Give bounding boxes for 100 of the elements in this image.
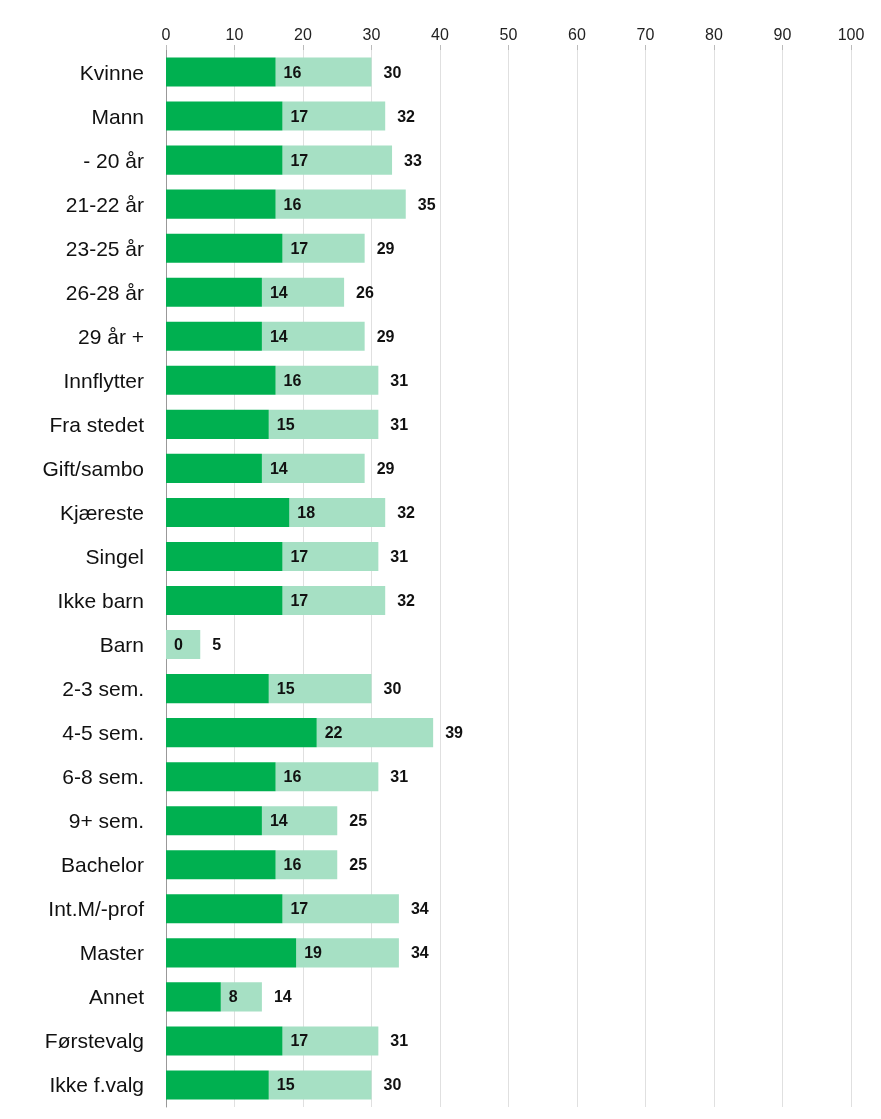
data-label: 14 <box>269 283 288 301</box>
data-label: 0 <box>174 636 183 654</box>
bar <box>282 585 386 616</box>
y-tick-label: Annet <box>89 985 145 1009</box>
data-label: 17 <box>290 107 309 125</box>
bar <box>275 850 338 880</box>
y-tick-label: 2-3 sem. <box>62 677 144 701</box>
y-tick-label: Ikke barn <box>57 589 144 613</box>
total-label: 30 <box>383 63 402 81</box>
total-label: 35 <box>417 195 436 213</box>
total-label: 5 <box>212 636 222 654</box>
data-label: 16 <box>283 371 302 389</box>
total-label: 26 <box>356 283 374 301</box>
x-tick-label: 90 <box>773 25 792 43</box>
data-label: 16 <box>283 195 302 213</box>
y-tick-label: Gift/sambo <box>42 456 144 480</box>
total-label: 31 <box>390 371 409 389</box>
y-tick-label: Fra stedet <box>49 412 145 436</box>
total-label: 34 <box>410 900 429 918</box>
bar <box>261 806 338 836</box>
data-label: 8 <box>228 988 238 1006</box>
y-tick-label: 21-22 år <box>65 192 144 216</box>
bar <box>166 982 221 1012</box>
y-tick-label: 26-28 år <box>65 280 144 304</box>
total-label: 30 <box>383 1076 402 1094</box>
bar <box>282 541 379 572</box>
data-label: 19 <box>304 944 323 962</box>
y-tick-label: - 20 år <box>83 148 144 172</box>
bar <box>166 1026 283 1056</box>
bar <box>166 145 283 175</box>
bar <box>268 409 379 439</box>
data-label: 22 <box>324 724 343 742</box>
bar <box>166 541 283 572</box>
y-tick-label: Singel <box>85 544 144 568</box>
data-label: 14 <box>269 812 288 830</box>
y-tick-label: 6-8 sem. <box>62 765 144 789</box>
data-label: 14 <box>269 459 288 477</box>
y-tick-label: Master <box>79 941 144 965</box>
data-label: 17 <box>290 592 309 610</box>
bar <box>282 894 399 924</box>
data-label: 16 <box>283 63 302 81</box>
x-tick-label: 10 <box>225 25 244 43</box>
total-label: 29 <box>376 327 395 345</box>
bar <box>166 674 269 704</box>
total-label: 31 <box>390 768 409 786</box>
bar <box>282 1026 379 1056</box>
data-label: 16 <box>283 856 302 874</box>
total-label: 39 <box>445 724 464 742</box>
total-label: 32 <box>397 592 416 610</box>
total-label: 34 <box>410 944 429 962</box>
y-tick-label: Int.M/-prof <box>48 897 145 921</box>
y-tick-label: Mann <box>91 104 144 128</box>
x-tick-label: 80 <box>705 25 723 43</box>
bar <box>166 894 283 924</box>
x-tick-label: 20 <box>294 25 312 43</box>
y-tick-label: Førstevalg <box>44 1029 144 1053</box>
data-label: 17 <box>290 900 309 918</box>
bar <box>166 718 317 748</box>
total-label: 29 <box>376 459 395 477</box>
bar <box>282 145 393 175</box>
data-label: 17 <box>290 239 309 257</box>
data-label: 16 <box>283 768 302 786</box>
total-label: 30 <box>383 680 402 698</box>
bar <box>316 718 434 748</box>
y-tick-label: Ikke f.valg <box>49 1073 144 1097</box>
y-tick-label: Kjæreste <box>59 500 144 524</box>
bar <box>275 57 372 87</box>
y-tick-label: Innflytter <box>63 368 144 392</box>
data-label: 17 <box>290 547 309 565</box>
bar <box>268 1070 372 1100</box>
y-tick-label: 29 år + <box>78 324 144 348</box>
data-label: 18 <box>297 503 316 521</box>
bar <box>166 321 262 351</box>
bar <box>261 277 345 307</box>
bar <box>166 57 276 87</box>
total-label: 32 <box>397 503 416 521</box>
total-label: 31 <box>390 1032 409 1050</box>
bar <box>166 453 262 483</box>
total-label: 33 <box>404 151 422 169</box>
data-label: 14 <box>269 327 288 345</box>
data-label: 17 <box>290 1032 309 1050</box>
total-label: 14 <box>273 988 292 1006</box>
x-tick-label: 50 <box>499 25 518 43</box>
bar <box>282 101 386 131</box>
data-label: 15 <box>276 1076 295 1094</box>
bar <box>275 762 379 792</box>
y-tick-label: Bachelor <box>61 853 144 877</box>
total-label: 25 <box>349 856 368 874</box>
bar <box>166 762 276 792</box>
bar <box>282 233 365 263</box>
y-tick-label: 4-5 sem. <box>62 721 144 745</box>
bar <box>166 1070 269 1100</box>
x-tick-label: 60 <box>568 25 586 43</box>
bar <box>166 409 269 439</box>
bar <box>166 585 283 616</box>
data-label: 15 <box>276 680 295 698</box>
bar <box>166 101 283 131</box>
y-tick-label: Kvinne <box>79 60 144 84</box>
y-tick-label: Barn <box>99 633 144 657</box>
total-label: 29 <box>376 239 395 257</box>
